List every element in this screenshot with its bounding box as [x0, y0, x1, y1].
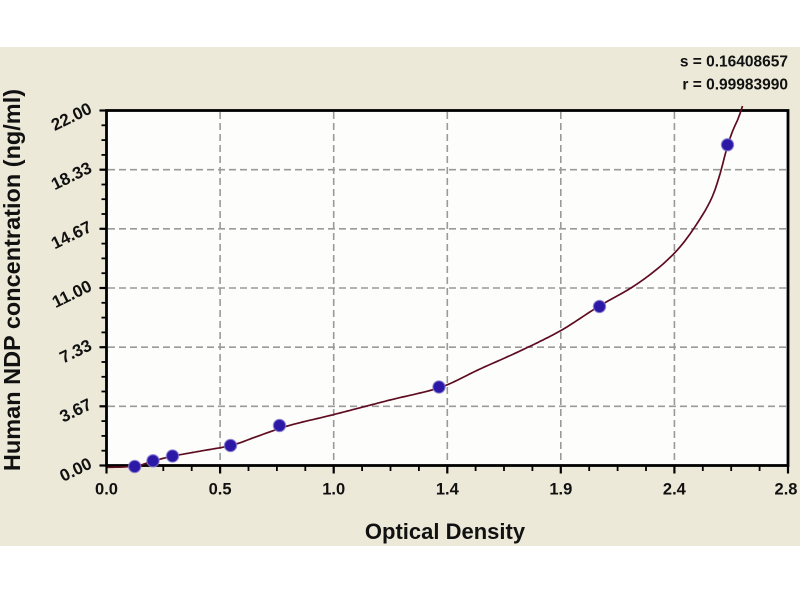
svg-text:1.4: 1.4	[436, 481, 460, 499]
svg-text:Human NDP concentration (ng/ml: Human NDP concentration (ng/ml)	[0, 89, 25, 471]
svg-text:r = 0.99983990: r = 0.99983990	[682, 77, 788, 94]
svg-text:1.9: 1.9	[549, 481, 572, 499]
svg-text:Optical Density: Optical Density	[365, 519, 526, 544]
svg-text:2.4: 2.4	[663, 481, 687, 499]
svg-text:s = 0.16408657: s = 0.16408657	[680, 54, 788, 71]
svg-text:0.5: 0.5	[209, 481, 232, 499]
svg-text:0.0: 0.0	[95, 481, 118, 499]
svg-text:1.0: 1.0	[322, 481, 345, 499]
svg-text:2.8: 2.8	[775, 481, 798, 499]
